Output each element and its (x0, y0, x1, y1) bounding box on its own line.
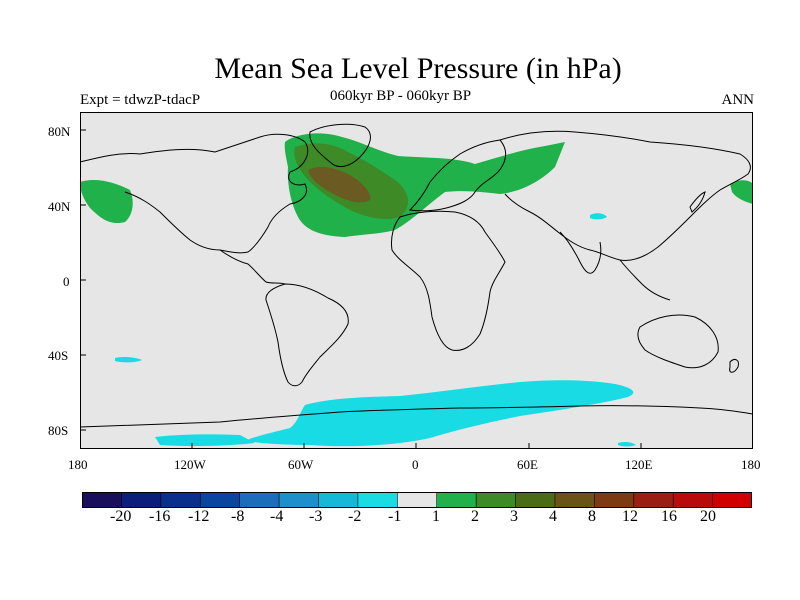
coast-india (559, 231, 602, 274)
experiment-label: Expt = tdwzP-tdacP (80, 92, 201, 108)
colorbar-label: 20 (700, 508, 716, 525)
colorbar-label: -8 (231, 508, 245, 525)
colorbar-label: 16 (661, 508, 677, 525)
south-pacific-cyan-spot (115, 356, 142, 363)
colorbar-cell (278, 492, 320, 508)
colorbar-cell (712, 492, 752, 508)
lon-label-60e: 60E (517, 457, 538, 472)
colorbar-cell (318, 492, 359, 508)
north-pacific-green-region-west (80, 179, 133, 224)
colorbar-label: 8 (588, 508, 596, 525)
coast-japan (689, 191, 706, 213)
coast-antarctica (80, 405, 753, 428)
period-label: 060kyr BP - 060kyr BP (330, 88, 472, 104)
positive-anomaly-regions (80, 133, 753, 237)
colorbar-label: -20 (110, 508, 132, 525)
coast-southeast-asia (619, 259, 671, 301)
coast-new-zealand (729, 359, 739, 373)
colorbar-cell (515, 492, 556, 508)
coast-asia (499, 130, 751, 261)
colorbar-cell (594, 492, 635, 508)
south-indian-cyan-spot (618, 441, 636, 447)
north-atlantic-brown-region (308, 167, 371, 203)
colorbar-label: -12 (188, 508, 210, 525)
colorbar-label: -3 (309, 508, 323, 525)
map-ticks (80, 112, 642, 449)
colorbar-cell (239, 492, 280, 508)
colorbar-label: 1 (432, 508, 440, 525)
pressure-map (80, 112, 753, 449)
lon-label-120e: 120E (625, 457, 653, 472)
lat-label-0: 0 (63, 274, 70, 289)
coast-north-america (80, 133, 309, 254)
colorbar-label: -4 (270, 508, 284, 525)
colorbar-label: 12 (622, 508, 638, 525)
colorbar-label: 4 (549, 508, 557, 525)
lon-label-180w: 180 (68, 457, 88, 472)
coast-africa (391, 210, 506, 351)
colorbar-cell (633, 492, 674, 508)
lat-label-40s: 40S (48, 348, 69, 363)
colorbar-cell (672, 492, 714, 508)
lat-label-40n: 40N (48, 199, 71, 214)
colorbar (82, 492, 752, 508)
colorbar-cell (121, 492, 162, 508)
colorbar-label: -1 (388, 508, 402, 525)
colorbar-cell (396, 492, 438, 508)
lat-label-80n: 80N (48, 124, 71, 139)
southern-ocean-cyan-strip (155, 434, 255, 447)
colorbar-cell (160, 492, 202, 508)
colorbar-label: -16 (149, 508, 171, 525)
central-asia-cyan-spot (590, 213, 607, 220)
colorbar-label: 3 (510, 508, 518, 525)
lon-label-60w: 60W (288, 457, 314, 472)
colorbar-cell (475, 492, 517, 508)
southern-ocean-cyan-region (245, 380, 634, 447)
lon-label-0: 0 (412, 457, 419, 472)
colorbar-cell (436, 492, 477, 508)
coast-south-america (265, 283, 349, 387)
coastlines (80, 123, 753, 428)
colorbar-cell (199, 492, 241, 508)
season-label: ANN (721, 92, 755, 108)
coast-australia (637, 314, 719, 369)
colorbar-cell (357, 492, 399, 508)
colorbar-label: -2 (348, 508, 362, 525)
lat-label-80s: 80S (48, 423, 69, 438)
lon-label-120w: 120W (174, 457, 206, 472)
lon-label-180e: 180 (741, 457, 761, 472)
chart-title: Mean Sea Level Pressure (in hPa) (214, 52, 622, 85)
colorbar-label: 2 (471, 508, 479, 525)
colorbar-cell (82, 492, 123, 508)
coast-central-america (219, 249, 286, 285)
colorbar-cell (554, 492, 596, 508)
coast-greenland (309, 123, 371, 168)
coast-europe (408, 139, 507, 212)
north-pacific-green-region-east (730, 180, 753, 204)
negative-anomaly-regions (115, 213, 636, 447)
